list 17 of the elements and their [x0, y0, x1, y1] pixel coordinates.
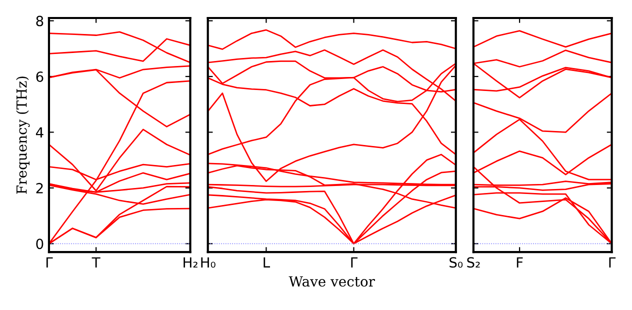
x-tick-label: H₀: [201, 257, 216, 268]
x-tick-label: Γ: [46, 257, 53, 268]
x-tick-label: F: [516, 257, 523, 268]
y-tick-label: 4: [36, 127, 44, 138]
y-axis-title: Frequency (THz): [16, 76, 30, 194]
y-tick-label: 0: [36, 238, 44, 250]
x-axis-title: Wave vector: [288, 276, 375, 287]
x-tick-label: L: [264, 257, 270, 268]
x-tick-label: S₂: [467, 257, 480, 268]
y-tick-label: 8: [36, 16, 44, 26]
x-tick-label: T: [92, 257, 100, 268]
x-tick-label: Γ: [351, 257, 358, 268]
y-tick-label: 2: [36, 182, 43, 194]
x-tick-label: Γ: [609, 257, 616, 268]
x-tick-label: S₀: [450, 257, 463, 268]
y-tick-label: 6: [36, 71, 44, 82]
x-tick-label: H₂: [184, 257, 198, 268]
